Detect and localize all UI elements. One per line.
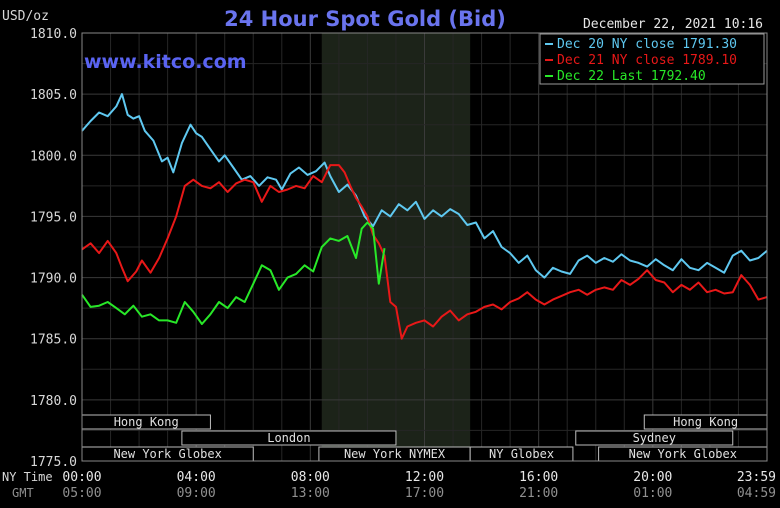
x-tick-label-ny: 00:00 [62, 470, 101, 485]
legend-entry: Dec 21 NY close 1789.10 [557, 53, 737, 68]
x-tick-label-ny: 08:00 [291, 470, 330, 485]
x-tick-label-gmt: 05:00 [62, 486, 101, 501]
x-tick-label-ny: 04:00 [177, 470, 216, 485]
series-line [81, 164, 768, 340]
x-tick-label-gmt: 01:00 [633, 486, 672, 501]
plot-frame [81, 32, 768, 462]
y-tick-label: 1805.0 [30, 88, 77, 103]
grid-lines [82, 33, 767, 461]
y-tick-label: 1810.0 [30, 27, 77, 42]
session-label: Hong Kong [114, 415, 179, 429]
y-tick-label: 1785.0 [30, 333, 77, 348]
session-label: London [267, 431, 310, 445]
market-sessions: Hong Kong London New York Globex New York N… [81, 414, 768, 462]
session-label: New York NYMEX [344, 447, 446, 461]
y-tick-label: 1795.0 [30, 210, 77, 225]
y-tick-label: 1780.0 [30, 394, 77, 409]
x-axis-label-ny: NY Time [2, 470, 53, 484]
session-label: NY Globex [489, 447, 554, 461]
x-tick-label-gmt: 17:00 [405, 486, 444, 501]
series-line [81, 93, 768, 279]
watermark-text: www.kitco.com [84, 51, 247, 73]
series-line [81, 221, 386, 325]
x-tick-label-gmt: 13:00 [291, 486, 330, 501]
x-tick-label-ny: 12:00 [405, 470, 444, 485]
x-tick-label-ny: 20:00 [633, 470, 672, 485]
session-label: New York Globex [629, 447, 737, 461]
x-tick-label-gmt: 04:59 [737, 486, 776, 501]
y-axis-ticks: 1775.0 1780.0 1785.0 1790.0 1795.0 1800.0 1805… [30, 27, 77, 470]
session-label: Sydney [633, 431, 676, 445]
x-tick-label-ny: 23:59 [737, 470, 776, 485]
y-tick-label: 1800.0 [30, 149, 77, 164]
x-tick-label-gmt: 21:00 [519, 486, 558, 501]
y-axis-unit: USD/oz [2, 9, 49, 24]
session-box [575, 430, 734, 446]
y-tick-label: 1790.0 [30, 272, 77, 287]
legend-entry: Dec 20 NY close 1791.30 [557, 37, 737, 52]
price-series [81, 93, 768, 340]
x-tick-label-gmt: 09:00 [177, 486, 216, 501]
chart-timestamp: December 22, 2021 10:16 [583, 17, 763, 32]
session-label: Hong Kong [673, 415, 738, 429]
chart-title: 24 Hour Spot Gold (Bid) [224, 7, 506, 31]
x-axis-label-gmt: GMT [12, 486, 34, 500]
x-tick-label-ny: 16:00 [519, 470, 558, 485]
session-box [181, 430, 397, 446]
y-tick-label: 1775.0 [30, 455, 77, 470]
legend-box [539, 33, 765, 85]
legend-entry: Dec 22 Last 1792.40 [557, 69, 706, 84]
session-label: New York Globex [113, 447, 221, 461]
